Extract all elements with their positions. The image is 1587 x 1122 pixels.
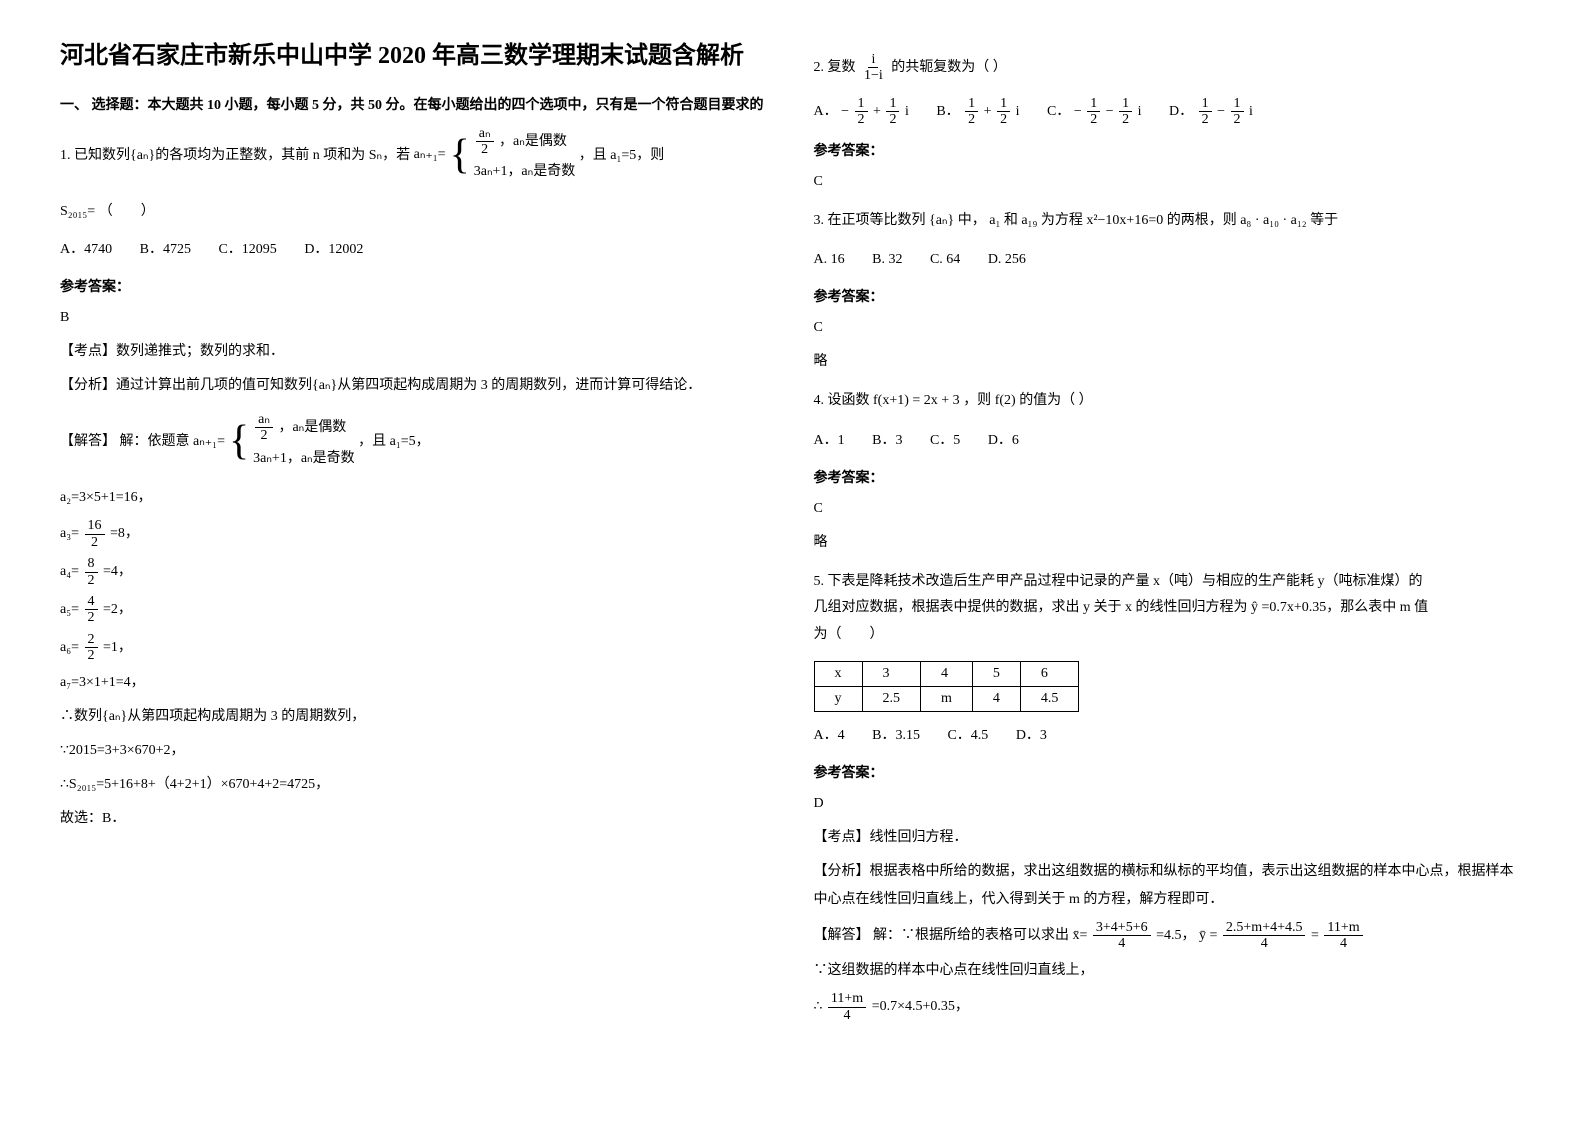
step-8: ∵2015=3+3×670+2， [60, 737, 774, 765]
answer-1-kaodian: 【考点】数列递推式；数列的求和． [60, 338, 774, 366]
answer-2-value: C [814, 168, 1528, 196]
document-title: 河北省石家庄市新乐中山中学 2020 年高三数学理期末试题含解析 [60, 40, 774, 74]
problem-2: 2. 复数 i 1−i 的共轭复数为（ ） [814, 52, 1528, 84]
table-cell: 4 [921, 661, 973, 686]
table-cell: 3 [862, 661, 921, 686]
answer-5-value: D [814, 790, 1528, 818]
frac-i-1mi: i 1−i [861, 52, 886, 84]
left-column: 河北省石家庄市新乐中山中学 2020 年高三数学理期末试题含解析 一、 选择题：… [60, 40, 774, 1029]
answer-5-kaodian: 【考点】线性回归方程． [814, 824, 1528, 852]
option-a: A．4740 [60, 236, 112, 264]
answer-1-jieda-intro: 【解答】 解：依题意 aₙ₊₁= { aₙ 2 ，aₙ是偶数 3aₙ+1，aₙ是… [60, 412, 774, 472]
problem-5: 5. 下表是降耗技术改造后生产甲产品过程中记录的产量 x（吨）与相应的生产能耗 … [814, 569, 1528, 649]
right-column: 2. 复数 i 1−i 的共轭复数为（ ） A． − 12 + 12 i B． … [814, 40, 1528, 1029]
table-cell: 5 [972, 661, 1020, 686]
frac-an2: aₙ 2 [476, 126, 494, 158]
answer-2-label: 参考答案： [814, 140, 1528, 160]
problem-2-options: A． − 12 + 12 i B． 12 + 12 i C． − 12 − 12… [814, 96, 1528, 128]
frac-num: aₙ [476, 126, 494, 142]
answer-3-label: 参考答案： [814, 286, 1528, 306]
problem-1-sn: S₂₀₁₅= （ ） [60, 198, 774, 226]
section-one-header: 一、 选择题：本大题共 10 小题，每小题 5 分，共 50 分。在每小题给出的… [60, 94, 774, 114]
answer-1-fenxi: 【分析】通过计算出前几项的值可知数列{aₙ}从第四项起构成周期为 3 的周期数列… [60, 372, 774, 400]
step-4: a₅= 4 2 =2， [60, 594, 774, 626]
brace-content: aₙ 2 ，aₙ是偶数 3aₙ+1，aₙ是奇数 [474, 126, 575, 186]
answer-3-value: C [814, 314, 1528, 342]
table-cell: 6 [1020, 661, 1079, 686]
page-container: 河北省石家庄市新乐中山中学 2020 年高三数学理期末试题含解析 一、 选择题：… [60, 40, 1527, 1029]
problem-1-tail: ，且 a₁=5，则 [579, 147, 665, 162]
option-b: B．4725 [140, 236, 191, 264]
table-row: y 2.5 m 4 4.5 [814, 686, 1079, 711]
table-cell: 4 [972, 686, 1020, 711]
step-10: 故选：B． [60, 805, 774, 833]
formula-line2: 3aₙ+1，aₙ是奇数 [474, 159, 575, 186]
left-brace-icon: { [450, 139, 470, 173]
step-5: a₆= 2 2 =1， [60, 632, 774, 664]
p2-option-b: B． 12 + 12 i [936, 96, 1019, 128]
left-brace-icon: { [229, 425, 249, 459]
answer-1-label: 参考答案： [60, 276, 774, 296]
table-row: x 3 4 5 6 [814, 661, 1079, 686]
step-9: ∴S₂₀₁₅=5+16+8+（4+2+1）×670+4+2=4725， [60, 771, 774, 799]
problem-4: 4. 设函数 f(x+1) = 2x + 3 ，则 f(2) 的值为（ ） [814, 388, 1528, 415]
answer-1-value: B [60, 304, 774, 332]
problem-1-text: 1. 已知数列{aₙ}的各项均为正整数，其前 n 项和为 Sₙ，若 [60, 147, 410, 162]
option-d: D．12002 [304, 236, 363, 264]
formula-line1: aₙ 2 ，aₙ是偶数 [474, 126, 575, 158]
p2-option-c: C． − 12 − 12 i [1047, 96, 1142, 128]
option-c: C．12095 [218, 236, 276, 264]
step-1: a₂=3×5+1=16， [60, 484, 774, 512]
step-3: a₄= 8 2 =4， [60, 556, 774, 588]
answer-5-jieda1: 【解答】 解：∵根据所给的表格可以求出 x̄= 3+4+5+6 4 =4.5， … [814, 920, 1528, 952]
problem-3-options: A. 16 B. 32 C. 64 D. 256 [814, 246, 1528, 274]
answer-5-jieda2: ∵这组数据的样本中心点在线性回归直线上， [814, 957, 1528, 985]
problem-5-table: x 3 4 5 6 y 2.5 m 4 4.5 [814, 661, 1080, 712]
answer-4-value: C [814, 495, 1528, 523]
jieda-formula: aₙ₊₁= { aₙ 2 ，aₙ是偶数 3aₙ+1，aₙ是奇数 [193, 412, 355, 472]
answer-5-fenxi: 【分析】根据表格中所给的数据，求出这组数据的横标和纵标的平均值，表示出这组数据的… [814, 858, 1528, 914]
p2-option-a: A． − 12 + 12 i [814, 96, 909, 128]
table-cell: y [814, 686, 862, 711]
frac-den: 2 [478, 142, 491, 157]
problem-1: 1. 已知数列{aₙ}的各项均为正整数，其前 n 项和为 Sₙ，若 aₙ₊₁= … [60, 126, 774, 186]
step-6: a₇=3×1+1=4， [60, 669, 774, 697]
step-7: ∴数列{aₙ}从第四项起构成周期为 3 的周期数列， [60, 703, 774, 731]
answer-4-lue: 略 [814, 529, 1528, 557]
step-2: a₃= 16 2 =8， [60, 518, 774, 550]
problem-1-options: A．4740 B．4725 C．12095 D．12002 [60, 236, 774, 264]
table-cell: 4.5 [1020, 686, 1079, 711]
answer-5-label: 参考答案： [814, 762, 1528, 782]
p2-option-d: D． 12 − 12 i [1169, 96, 1253, 128]
table-cell: m [921, 686, 973, 711]
problem-1-formula: aₙ₊₁= { aₙ 2 ，aₙ是偶数 3aₙ+1，aₙ是奇数 [414, 126, 576, 186]
answer-4-label: 参考答案： [814, 467, 1528, 487]
problem-5-options: A．4 B．3.15 C．4.5 D．3 [814, 722, 1528, 750]
answer-5-jieda3: ∴ 11+m 4 =0.7×4.5+0.35， [814, 991, 1528, 1023]
problem-4-options: A．1 B．3 C．5 D．6 [814, 427, 1528, 455]
formula-lhs: aₙ₊₁= [414, 142, 446, 169]
table-cell: 2.5 [862, 686, 921, 711]
answer-3-lue: 略 [814, 348, 1528, 376]
problem-3: 3. 在正项等比数列 {aₙ} 中， a₁ 和 a₁₉ 为方程 x²−10x+1… [814, 208, 1528, 235]
table-cell: x [814, 661, 862, 686]
